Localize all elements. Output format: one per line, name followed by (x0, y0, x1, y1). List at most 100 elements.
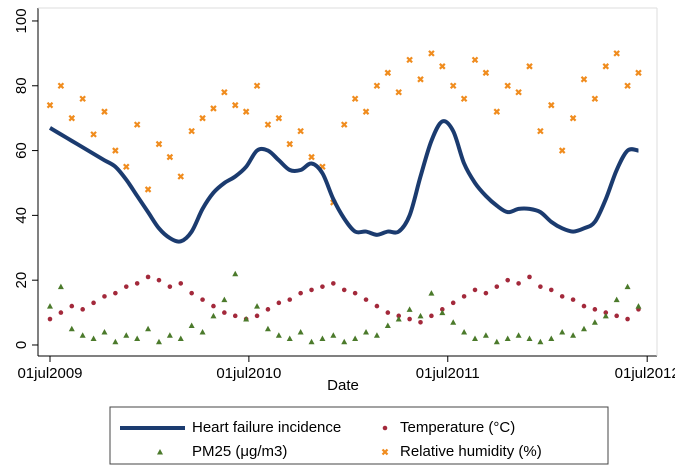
point (69, 303, 75, 309)
point (80, 307, 85, 312)
point (526, 63, 533, 70)
point (177, 335, 184, 342)
x-tick-label: 01jul2010 (216, 365, 281, 382)
point (319, 335, 326, 342)
point (527, 274, 532, 280)
point (210, 105, 217, 112)
point (591, 319, 598, 325)
point (580, 325, 587, 332)
legend-swatch (381, 448, 389, 456)
point (417, 76, 424, 83)
point (286, 335, 293, 342)
point (505, 277, 510, 283)
point (428, 50, 435, 57)
point (79, 332, 86, 338)
point (613, 50, 620, 57)
point (298, 290, 303, 296)
point (177, 173, 185, 180)
point (221, 88, 228, 96)
point (254, 313, 260, 319)
point (275, 114, 283, 122)
legend-swatch (382, 425, 388, 431)
point (145, 325, 152, 332)
point (363, 297, 369, 302)
legend-label: PM25 (μg/m3) (192, 443, 287, 460)
point (538, 284, 543, 289)
point (602, 63, 610, 70)
point (406, 56, 413, 64)
point (592, 307, 598, 312)
point (166, 153, 174, 161)
point (102, 294, 107, 299)
point (308, 153, 315, 161)
point (407, 316, 412, 322)
point (57, 82, 65, 90)
point (166, 332, 173, 338)
point (297, 329, 304, 335)
point (68, 114, 76, 122)
x-tick-label: 01jul2012 (615, 365, 675, 382)
point (471, 56, 479, 64)
legend-swatch (157, 449, 163, 455)
y-tick-label: 100 (13, 8, 30, 33)
point (188, 322, 195, 329)
point (189, 290, 194, 296)
x-axis-label: Date (327, 377, 359, 394)
point (482, 332, 489, 338)
point (156, 277, 162, 283)
point (548, 101, 555, 109)
point (569, 114, 577, 122)
point (232, 313, 238, 319)
point (526, 335, 533, 342)
point (341, 287, 347, 293)
point (613, 296, 620, 303)
point (515, 332, 522, 338)
point (286, 140, 294, 148)
point (417, 312, 424, 319)
point (624, 82, 631, 90)
point (320, 284, 325, 289)
y-tick-label: 0 (13, 341, 30, 349)
point (145, 274, 151, 280)
point (460, 95, 468, 103)
point (178, 281, 184, 286)
point (331, 281, 336, 286)
point (504, 335, 511, 342)
point (243, 316, 250, 322)
point (275, 332, 282, 338)
x-tick-label: 01jul2011 (416, 365, 480, 382)
point (297, 127, 304, 135)
point (548, 335, 555, 342)
point (602, 312, 609, 319)
point (79, 95, 86, 103)
point (450, 300, 456, 306)
point (504, 82, 511, 90)
point (537, 127, 544, 135)
point (144, 186, 152, 193)
legend-label: Relative humidity (%) (400, 443, 542, 460)
point (450, 319, 457, 325)
point (635, 69, 642, 77)
point (537, 338, 544, 345)
point (461, 294, 467, 299)
legend-box (109, 406, 609, 465)
point (395, 316, 402, 322)
point (624, 283, 631, 290)
point (200, 297, 205, 302)
point (472, 287, 478, 293)
point (134, 335, 141, 342)
point (308, 338, 315, 345)
point (341, 338, 348, 345)
y-tick-label: 60 (13, 142, 30, 159)
point (395, 88, 402, 96)
point (483, 290, 489, 296)
point (90, 335, 97, 342)
point (418, 320, 423, 325)
point (46, 101, 54, 109)
legend-label: Heart failure incidence (192, 419, 341, 436)
point (614, 313, 619, 319)
point (493, 108, 501, 115)
point (635, 303, 642, 309)
y-tick-label: 40 (13, 207, 30, 224)
